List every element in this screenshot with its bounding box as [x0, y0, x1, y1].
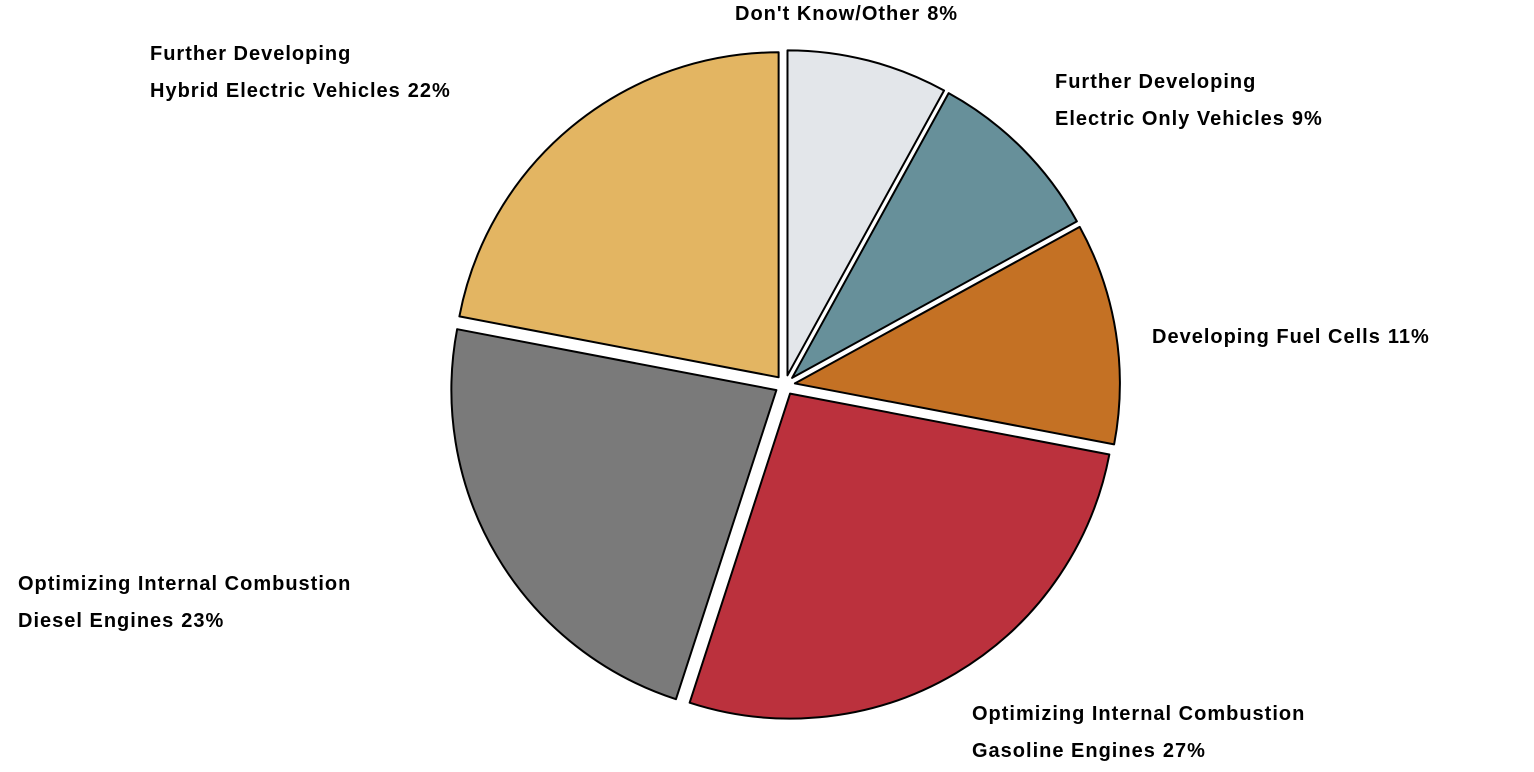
pie-slice	[791, 92, 1078, 379]
slice-label: Don't Know/Other 8%	[735, 3, 958, 25]
value-label: 9%	[1292, 108, 1323, 130]
pie-slice	[688, 392, 1111, 720]
label-line: Further Developing	[1055, 71, 1256, 93]
pie-slice	[793, 225, 1121, 446]
label-line: Hybrid Electric Vehicles	[150, 80, 401, 102]
slice-label: Optimizing Internal Combustion Gasoline E…	[972, 703, 1305, 762]
label-line: Optimizing Internal Combustion	[972, 703, 1305, 725]
pie-slice	[450, 328, 778, 701]
label-line: Diesel Engines	[18, 610, 174, 632]
label-line: Further Developing	[150, 43, 351, 65]
slice-label: Developing Fuel Cells 11%	[1152, 326, 1430, 348]
value-label: 22%	[408, 80, 451, 102]
label-line: Electric Only Vehicles	[1055, 108, 1285, 130]
value-label: 23%	[181, 610, 224, 632]
label-line: Don't Know/Other	[735, 3, 920, 25]
slice-label: Optimizing Internal Combustion Diesel Eng…	[18, 573, 351, 632]
value-label: 11%	[1388, 326, 1430, 348]
label-line: Developing Fuel Cells	[1152, 326, 1381, 348]
slice-label: Further Developing Electric Only Vehicles…	[1055, 71, 1323, 130]
label-line: Gasoline Engines	[972, 740, 1156, 762]
pie-slice	[458, 51, 780, 379]
slice-label: Further Developing Hybrid Electric Vehicl…	[150, 43, 451, 102]
value-label: 27%	[1163, 740, 1206, 762]
label-line: Optimizing Internal Combustion	[18, 573, 351, 595]
value-label: 8%	[927, 3, 958, 25]
pie-slice	[786, 49, 946, 377]
